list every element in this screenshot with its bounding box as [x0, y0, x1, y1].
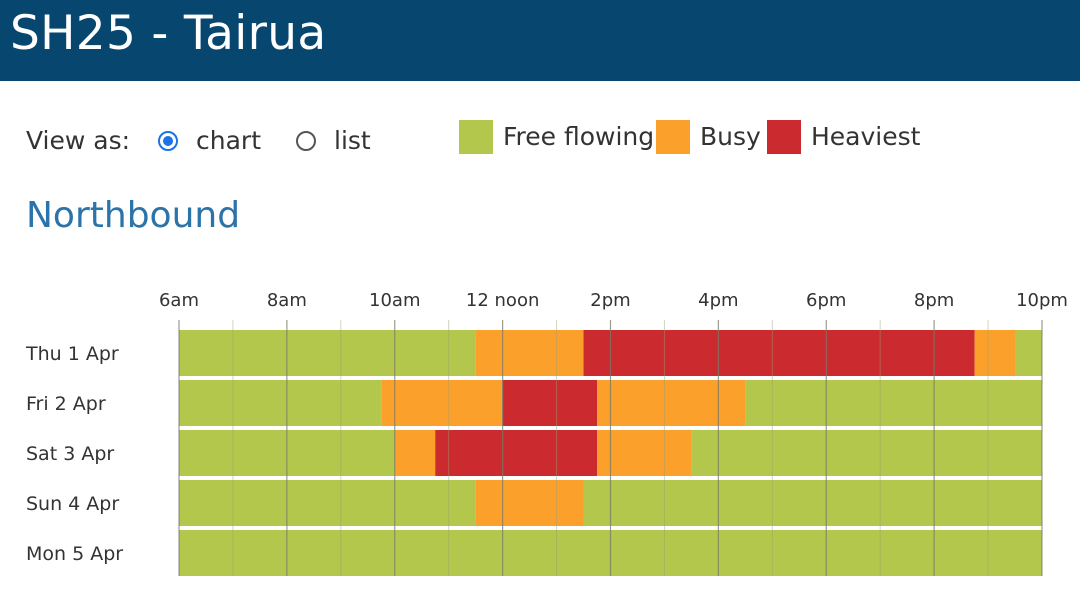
view-list-radio[interactable]: list — [296, 124, 371, 158]
x-tick-label: 8pm — [914, 290, 954, 311]
traffic-segment-heavy — [583, 330, 975, 376]
legend-label-busy: Busy — [700, 122, 761, 151]
view-list-label[interactable]: list — [334, 126, 371, 155]
traffic-segment-free — [583, 480, 1042, 526]
view-as-label: View as: — [26, 126, 131, 155]
traffic-segment-heavy — [502, 380, 598, 426]
day-label: Sat 3 Apr — [26, 443, 114, 465]
day-label: Mon 5 Apr — [26, 543, 123, 565]
x-tick-label: 8am — [267, 290, 307, 311]
x-tick-label: 10pm — [1016, 290, 1068, 311]
traffic-segment-busy — [394, 430, 436, 476]
legend-busy: Busy — [656, 119, 761, 155]
page-title: SH25 - Tairua — [10, 6, 327, 61]
traffic-segment-free — [691, 430, 1042, 476]
traffic-segment-busy — [597, 380, 746, 426]
legend-heaviest: Heaviest — [767, 119, 920, 155]
radio-checked-icon[interactable] — [158, 131, 178, 151]
day-label: Thu 1 Apr — [25, 343, 119, 365]
traffic-segment-busy — [381, 380, 503, 426]
x-tick-label: 6pm — [806, 290, 846, 311]
section-title-northbound: Northbound — [26, 195, 241, 236]
traffic-segment-free — [179, 330, 476, 376]
traffic-segment-free — [745, 380, 1042, 426]
traffic-segment-heavy — [435, 430, 598, 476]
traffic-segment-busy — [597, 430, 692, 476]
legend-free-flowing: Free flowing — [459, 119, 654, 155]
radio-unchecked-icon[interactable] — [296, 131, 316, 151]
x-tick-label: 2pm — [590, 290, 630, 311]
view-chart-label[interactable]: chart — [196, 126, 261, 155]
traffic-segment-free — [179, 380, 382, 426]
traffic-chart: 6am 8am 10am 12 noon 2pm 4pm 6pm 8pm 10pm Thu 1 A… — [25, 290, 1068, 576]
legend-swatch-free — [459, 120, 493, 154]
legend-swatch-busy — [656, 120, 690, 154]
x-tick-label: 12 noon — [466, 290, 539, 311]
view-chart-radio[interactable]: chart — [158, 124, 261, 158]
traffic-segment-busy — [475, 330, 584, 376]
legend-label-free: Free flowing — [503, 122, 655, 151]
legend-swatch-heavy — [767, 120, 801, 154]
x-tick-label: 4pm — [698, 290, 738, 311]
day-label: Fri 2 Apr — [26, 393, 106, 415]
traffic-segment-busy — [974, 330, 1016, 376]
x-tick-label: 6am — [159, 290, 199, 311]
page-header: SH25 - Tairua — [0, 0, 1080, 81]
traffic-segment-busy — [475, 480, 584, 526]
day-label: Sun 4 Apr — [26, 493, 119, 515]
traffic-segment-free — [1015, 330, 1042, 376]
legend-label-heavy: Heaviest — [811, 122, 921, 151]
x-tick-label: 10am — [369, 290, 420, 311]
traffic-segment-free — [179, 480, 476, 526]
